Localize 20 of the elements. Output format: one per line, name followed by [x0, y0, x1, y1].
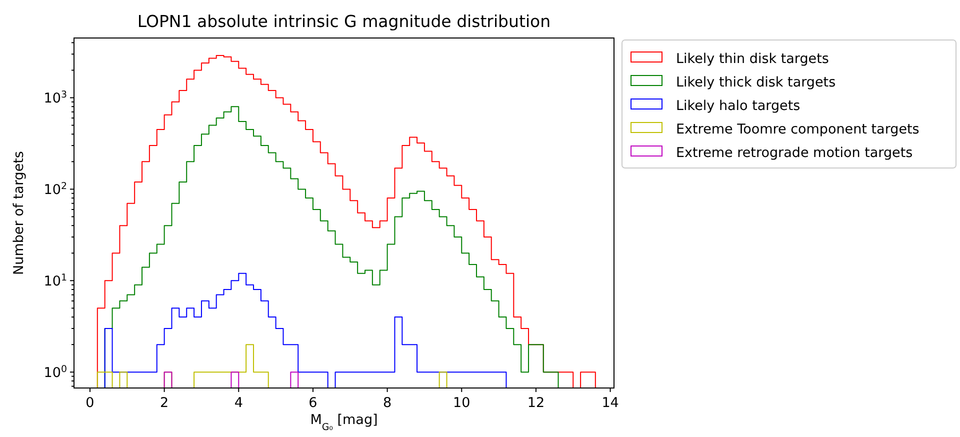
x-tick-label: 6: [308, 395, 318, 411]
x-tick-label: 12: [527, 395, 545, 411]
x-tick-label: 0: [86, 395, 94, 411]
legend-label: Likely halo targets: [676, 98, 800, 114]
chart-title: LOPN1 absolute intrinsic G magnitude distribution: [137, 12, 551, 31]
y-tick-label: 10$^{0}$: [44, 364, 67, 382]
legend-label: Extreme retrograde motion targets: [676, 145, 913, 161]
y-axis-title: Number of targets: [11, 151, 27, 275]
x-tick-label: 8: [383, 395, 392, 411]
x-axis-title: M$_{G₀}$ [mag]: [310, 412, 378, 432]
x-tick-label: 10: [453, 395, 470, 411]
y-tick-label: 10$^{2}$: [44, 180, 67, 198]
x-tick-label: 14: [602, 395, 619, 411]
legend-label: Likely thin disk targets: [676, 51, 829, 67]
y-tick-label: 10$^{3}$: [44, 89, 67, 107]
x-tick-label: 4: [234, 395, 243, 411]
y-tick-label: 10$^{1}$: [44, 272, 67, 290]
x-tick-label: 2: [160, 395, 169, 411]
legend-label: Extreme Toomre component targets: [676, 122, 920, 138]
legend-label: Likely thick disk targets: [676, 74, 836, 90]
